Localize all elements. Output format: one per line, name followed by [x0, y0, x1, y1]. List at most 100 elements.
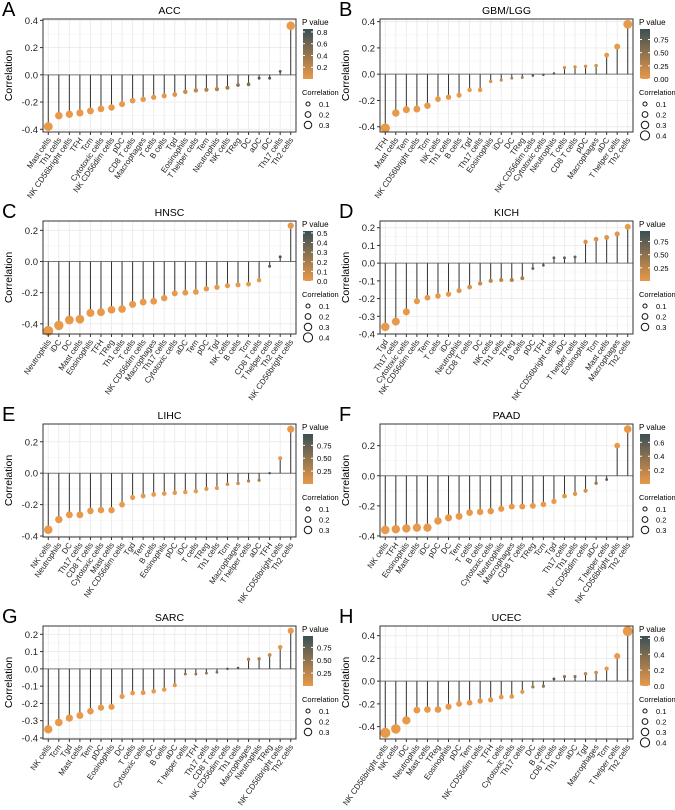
p-colorbar: [303, 29, 313, 79]
point: [477, 698, 483, 704]
point: [97, 308, 105, 317]
y-tick-label: 0.2: [362, 223, 375, 234]
point: [278, 70, 282, 73]
size-legend-circle: [305, 101, 311, 107]
size-legend-label: 0.3: [656, 323, 666, 332]
point: [43, 122, 53, 131]
y-tick-label: 0.2: [25, 226, 38, 237]
size-legend-circle: [303, 525, 313, 535]
point: [55, 111, 63, 120]
point: [562, 65, 567, 70]
point: [162, 687, 167, 692]
plot-background: [380, 19, 633, 132]
size-legend-circle: [302, 332, 314, 343]
size-legend-label: 0.3: [319, 121, 329, 130]
point: [224, 283, 230, 289]
p-colorbar: [640, 434, 650, 484]
point: [604, 52, 610, 58]
point: [467, 284, 472, 290]
point: [215, 670, 219, 674]
point: [456, 92, 462, 98]
point: [381, 525, 390, 535]
point: [257, 657, 261, 661]
panel-letter: G: [2, 606, 18, 628]
size-legend-label: 0.3: [319, 728, 329, 737]
point: [381, 322, 390, 332]
size-legend-label: 0.3: [319, 526, 329, 535]
point: [424, 102, 431, 109]
point: [605, 478, 609, 481]
size-legend-label: 0.2: [319, 516, 329, 525]
p-legend-title: P value: [302, 18, 329, 27]
point: [466, 509, 473, 516]
p-legend-title: P value: [302, 220, 329, 229]
point: [520, 689, 525, 694]
size-legend-circle: [641, 516, 649, 523]
size-legend-label: 0.2: [319, 718, 329, 727]
p-legend-label: 0.50: [654, 251, 669, 260]
point: [380, 123, 390, 133]
plot-border: [42, 423, 297, 538]
point: [193, 88, 199, 93]
point: [150, 297, 158, 305]
size-legend-label: 0.4: [656, 132, 666, 141]
point: [531, 685, 535, 689]
point: [573, 675, 577, 679]
point: [183, 672, 187, 676]
y-tick-label: -0.4: [359, 531, 375, 542]
plot-border: [42, 625, 297, 740]
y-tick-label: -0.4: [359, 330, 375, 341]
size-legend-circle: [640, 727, 650, 737]
y-tick-label: -0.2: [359, 699, 375, 710]
point: [246, 281, 251, 287]
point: [203, 286, 210, 292]
point: [552, 256, 556, 260]
point: [268, 76, 272, 80]
point: [562, 675, 567, 679]
point: [445, 94, 452, 100]
point: [226, 667, 229, 671]
y-tick-label: 0.4: [25, 16, 38, 27]
point: [413, 298, 420, 305]
point: [594, 63, 598, 68]
size-legend-circle: [640, 322, 650, 332]
y-axis-label: Correlation: [3, 50, 15, 102]
point: [531, 267, 535, 270]
point: [435, 96, 441, 102]
p-legend-title: P value: [639, 625, 666, 634]
point: [412, 523, 422, 532]
size-legend-label: 0.3: [656, 121, 666, 130]
point: [287, 425, 295, 433]
point: [97, 704, 105, 711]
point: [140, 493, 146, 499]
point: [467, 87, 472, 93]
y-tick-label: -0.1: [22, 682, 38, 693]
panel-title: KICH: [494, 207, 519, 219]
plot-border: [42, 18, 297, 133]
p-legend-label: 0.75: [317, 441, 332, 450]
panel-letter: D: [339, 201, 353, 223]
p-legend-label: 0.00: [654, 75, 669, 84]
size-legend-circle: [303, 322, 313, 332]
point: [562, 493, 567, 499]
p-colorbar: [303, 636, 313, 686]
point: [214, 486, 219, 491]
point: [236, 83, 240, 87]
point: [466, 699, 473, 706]
y-axis-label: Correlation: [3, 252, 15, 304]
y-tick-label: -0.4: [359, 122, 375, 133]
size-legend-label: 0.2: [656, 111, 666, 120]
point: [287, 627, 294, 634]
point: [151, 689, 156, 694]
point: [193, 489, 199, 494]
p-legend-label: 0.2: [317, 63, 327, 72]
point: [434, 706, 442, 713]
point: [43, 325, 54, 336]
point: [402, 716, 411, 725]
y-axis-label: Correlation: [340, 50, 352, 102]
p-legend-title: P value: [639, 423, 666, 432]
y-tick-label: 0.2: [25, 630, 38, 641]
point: [624, 223, 631, 230]
point: [573, 65, 577, 69]
